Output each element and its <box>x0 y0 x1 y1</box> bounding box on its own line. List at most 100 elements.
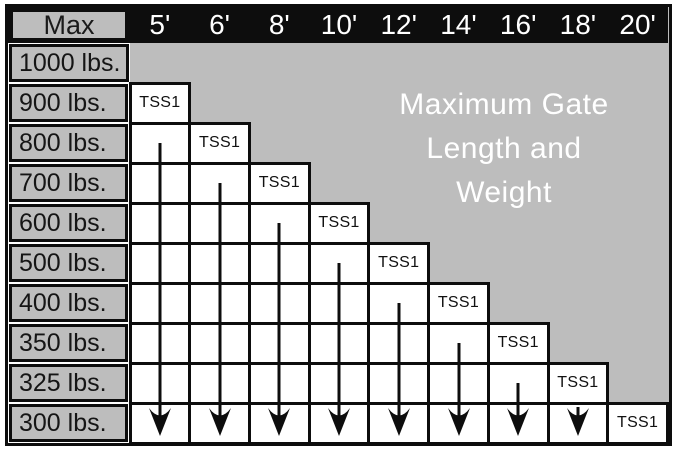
blocked-cell <box>368 163 429 203</box>
column-header-14ft: 14' <box>428 7 489 43</box>
blocked-cell <box>368 203 429 243</box>
blocked-cell <box>309 43 369 83</box>
blocked-cell <box>488 123 549 163</box>
column-header-20ft: 20' <box>607 7 668 43</box>
blocked-cell <box>309 83 369 123</box>
blocked-cell <box>428 203 489 243</box>
blocked-cell <box>130 43 190 83</box>
blocked-cell <box>189 83 250 123</box>
row-label-1000lbs: 1000 lbs. <box>9 44 129 82</box>
blocked-cell <box>428 163 489 203</box>
row-label-325lbs: 325 lbs. <box>9 364 128 402</box>
arrow-path-cell <box>307 321 371 365</box>
arrow-path-cell <box>128 161 192 205</box>
arrow-path-cell <box>247 401 311 445</box>
arrow-path-cell <box>188 361 251 405</box>
arrow-path-cell <box>188 281 251 325</box>
arrow-path-cell <box>367 321 431 365</box>
arrow-path-cell <box>486 401 550 445</box>
blocked-cell <box>249 83 310 123</box>
arrow-path-cell <box>307 361 371 405</box>
row-label-400lbs: 400 lbs. <box>9 284 128 322</box>
arrow-path-cell <box>247 241 311 285</box>
blocked-cell <box>607 243 668 283</box>
chart-title-line: Length and <box>426 132 582 165</box>
tss1-cell-6ft: TSS1 <box>188 121 251 165</box>
arrow-path-cell <box>247 361 311 405</box>
column-header-8ft: 8' <box>249 7 310 43</box>
arrow-path-cell <box>427 321 490 365</box>
column-header-18ft: 18' <box>548 7 608 43</box>
blocked-cell <box>548 203 608 243</box>
blocked-cell <box>428 243 489 283</box>
arrow-path-cell <box>188 161 251 205</box>
arrow-path-cell <box>128 241 192 285</box>
blocked-cell <box>488 243 549 283</box>
blocked-cell <box>548 283 608 323</box>
tss1-cell-20ft: TSS1 <box>606 401 669 445</box>
tss1-cell-5ft: TSS1 <box>128 81 192 125</box>
blocked-cell <box>428 83 489 123</box>
blocked-cell <box>548 163 608 203</box>
arrow-path-cell <box>486 361 550 405</box>
arrow-path-cell <box>188 201 251 245</box>
arrow-path-cell <box>367 281 431 325</box>
column-header-16ft: 16' <box>488 7 549 43</box>
blocked-cell <box>607 323 668 363</box>
arrow-path-cell <box>128 281 192 325</box>
arrow-path-cell <box>247 321 311 365</box>
blocked-cell <box>548 123 608 163</box>
gate-table: Max 5' 6' 8' 10' 12' 14' 16' 18' 20' 1000 lbs. 900 … <box>8 7 669 445</box>
arrow-path-cell <box>128 201 192 245</box>
blocked-cell <box>548 323 608 363</box>
arrow-path-cell <box>188 241 251 285</box>
row-label-900lbs: 900 lbs. <box>9 84 128 122</box>
blocked-cell <box>607 43 668 83</box>
tss1-cell-12ft: TSS1 <box>367 241 431 285</box>
blocked-cell <box>189 43 250 83</box>
arrow-path-cell <box>367 401 431 445</box>
column-header-5ft: 5' <box>130 7 190 43</box>
blocked-cell <box>488 43 549 83</box>
blocked-cell <box>309 163 369 203</box>
row-label-300lbs: 300 lbs. <box>9 404 128 442</box>
blocked-cell <box>488 163 549 203</box>
tss1-cell-8ft: TSS1 <box>247 161 311 205</box>
arrow-path-cell <box>247 281 311 325</box>
row-label-800lbs: 800 lbs. <box>9 124 128 162</box>
blocked-cell <box>607 283 668 323</box>
blocked-cell <box>488 83 549 123</box>
row-label-cell-600lbs: 600 lbs. <box>8 203 130 243</box>
row-label-cell-900lbs: 900 lbs. <box>8 83 130 123</box>
row-label-cell-325lbs: 325 lbs. <box>8 363 130 403</box>
row-label-600lbs: 600 lbs. <box>9 204 128 242</box>
column-header-12ft: 12' <box>368 7 429 43</box>
row-label-cell-1000lbs: 1000 lbs. <box>8 43 130 83</box>
arrow-path-cell <box>427 361 490 405</box>
arrow-path-cell <box>188 321 251 365</box>
corner-label-max: Max <box>10 9 128 41</box>
row-label-350lbs: 350 lbs. <box>9 324 128 362</box>
row-label-cell-700lbs: 700 lbs. <box>8 163 130 203</box>
blocked-cell <box>607 83 668 123</box>
blocked-cell <box>607 203 668 243</box>
blocked-cell <box>368 43 429 83</box>
arrow-path-cell <box>128 401 192 445</box>
arrow-path-cell <box>307 281 371 325</box>
chart-title-line: Maximum Gate <box>399 88 609 121</box>
row-label-cell-800lbs: 800 lbs. <box>8 123 130 163</box>
blocked-cell <box>368 123 429 163</box>
row-label-cell-300lbs: 300 lbs. <box>8 403 130 443</box>
blocked-cell <box>548 243 608 283</box>
arrow-path-cell <box>427 401 490 445</box>
row-label-500lbs: 500 lbs. <box>9 244 128 282</box>
column-header-6ft: 6' <box>189 7 250 43</box>
row-label-700lbs: 700 lbs. <box>9 164 128 202</box>
chart-title: Maximum Gate Length and Weight <box>336 83 672 215</box>
tss1-cell-10ft: TSS1 <box>307 201 371 245</box>
row-label-cell-400lbs: 400 lbs. <box>8 283 130 323</box>
chart-title-line: Weight <box>456 176 552 209</box>
blocked-cell <box>249 43 310 83</box>
arrow-path-cell <box>247 201 311 245</box>
